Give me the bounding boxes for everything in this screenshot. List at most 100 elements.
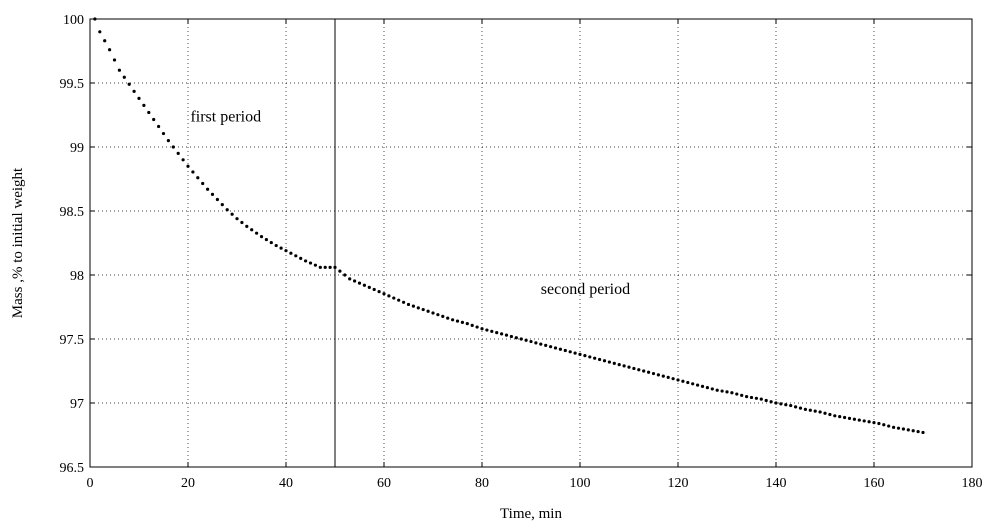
data-point [455,319,460,323]
data-point [451,318,455,322]
data-point [764,398,768,403]
data-point [568,350,572,354]
data-point [838,415,842,419]
data-point [843,415,847,420]
x-tick-label: 100 [570,476,591,491]
data-point [847,416,852,420]
data-point [563,348,567,353]
data-point [328,265,332,269]
data-point [299,256,303,260]
data-point [353,279,357,283]
data-points [93,17,925,435]
annotation-label: second period [541,281,630,298]
data-point [387,294,391,298]
x-tick-label: 140 [766,476,787,491]
data-point [789,403,793,408]
data-point [161,131,166,136]
data-point [593,356,597,360]
data-point [201,181,205,186]
data-point [362,283,366,287]
data-point [250,228,254,232]
data-point [833,414,837,418]
x-tick-label: 180 [962,476,983,491]
data-point [402,300,406,304]
data-point [333,265,337,269]
data-point [152,117,156,122]
data-point [681,379,685,383]
data-point [573,351,577,355]
data-point [784,403,788,407]
data-point [578,352,582,356]
data-point [406,302,411,307]
annotations: first period second period [190,108,630,298]
data-point [426,309,430,313]
data-point [818,410,822,414]
data-point [769,400,773,404]
data-point [740,393,744,397]
data-point [304,259,308,263]
data-point [166,139,170,143]
data-point [225,208,229,212]
data-point [857,418,861,422]
data-point [186,164,190,168]
data-point [882,423,886,427]
data-point [896,426,901,430]
data-point [710,387,714,391]
data-point [828,412,832,417]
y-tick-label: 98.5 [60,205,85,220]
data-point [676,378,680,382]
data-point [142,103,146,107]
data-point [215,197,219,202]
data-point [147,110,151,115]
data-point [157,124,161,129]
data-point [911,429,915,433]
data-point [220,203,224,207]
data-point [112,58,117,62]
data-point [392,296,396,300]
data-point [485,328,489,332]
data-point [108,48,112,52]
data-point [705,386,710,390]
data-point [696,383,700,387]
data-point [441,314,445,318]
data-point [720,389,724,393]
data-point [132,89,136,93]
data-point [774,401,778,405]
data-point [656,373,661,377]
data-point [553,346,558,350]
data-point [642,369,646,373]
y-tick-label: 100 [63,13,84,28]
data-point [901,427,906,431]
data-point [588,355,592,359]
data-point [534,341,538,345]
data-point [862,419,866,423]
data-point [666,375,670,379]
data-point [411,304,415,308]
data-point [504,333,509,337]
x-tick-label: 20 [181,476,195,491]
data-point [475,325,479,329]
data-point [700,384,705,388]
data-point [651,371,656,376]
data-point [245,224,249,228]
data-point [529,339,533,344]
data-point [519,337,523,341]
data-point [171,145,175,149]
data-point [715,388,719,392]
data-point [255,231,259,235]
x-tick-label: 80 [475,476,489,491]
data-point [872,421,876,425]
data-point [269,240,273,245]
plot-frame [89,18,973,468]
data-point [240,220,244,225]
data-point [259,235,264,239]
y-tick-label: 99.5 [60,77,85,92]
data-point [377,290,381,294]
data-point [318,265,322,269]
annotation-label: first period [190,108,261,125]
data-point [372,287,376,292]
data-point [509,334,513,339]
data-point [622,364,626,368]
